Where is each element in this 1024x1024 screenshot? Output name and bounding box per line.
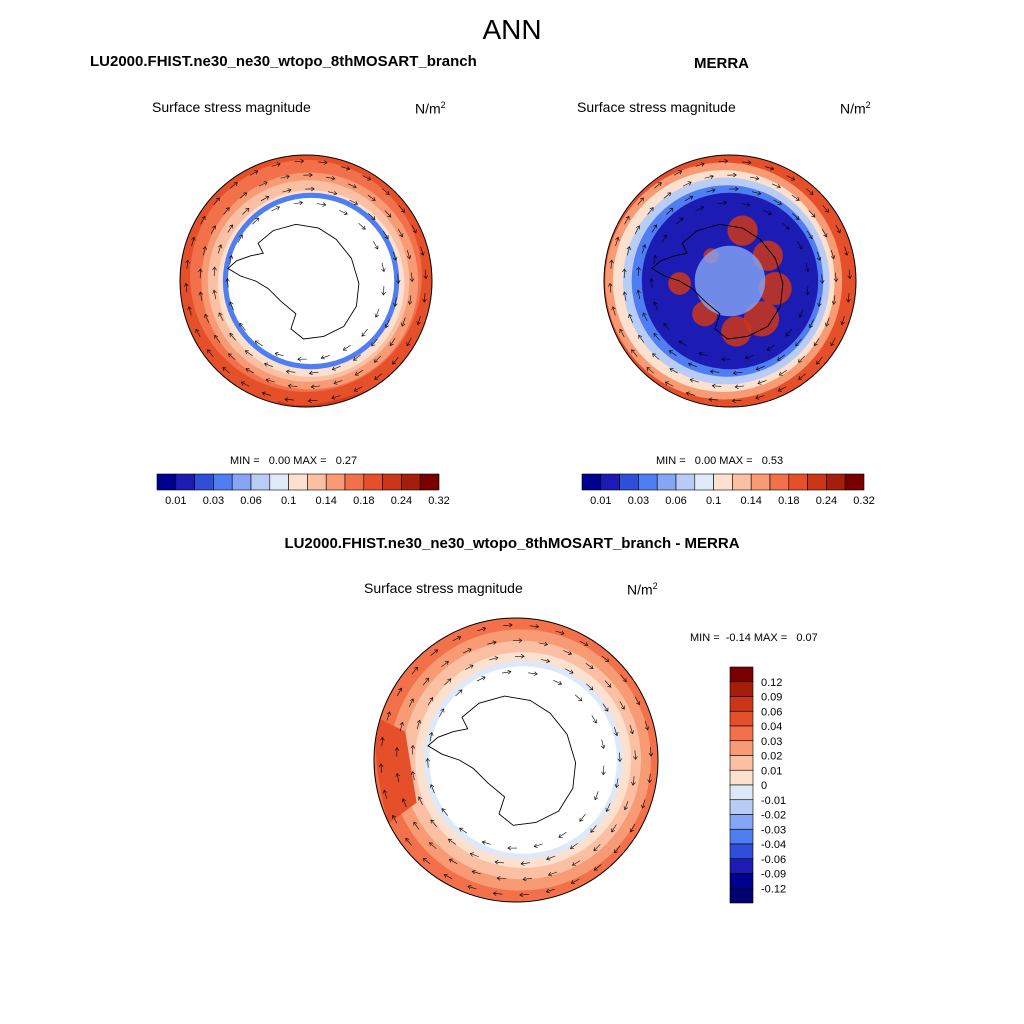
- panel2-minmax: MIN = 0.00 MAX = 0.53: [656, 455, 784, 467]
- colorbar2-swatch: [638, 473, 658, 491]
- colorbar2-swatch: [600, 473, 620, 491]
- panel2-units: N/m2: [840, 100, 871, 117]
- colorbar2-swatch: [694, 473, 714, 491]
- colorbar1-swatch: [307, 473, 327, 491]
- colorbar3-tick-label: 0.03: [761, 736, 782, 748]
- colorbar1-swatch: [401, 473, 421, 491]
- colorbar2-swatch: [844, 473, 865, 491]
- colorbar1-swatch: [382, 473, 402, 491]
- colorbar2-tick-label: 0.1: [706, 495, 721, 507]
- colorbar1-swatch: [269, 473, 289, 491]
- colorbar2-swatch: [750, 473, 771, 491]
- colorbar3-tick-label: -0.12: [761, 883, 786, 895]
- panel1-units: N/m2: [415, 100, 446, 117]
- panel1-minmax: MIN = 0.00 MAX = 0.27: [230, 455, 358, 467]
- colorbar3-tick-label: 0.09: [761, 692, 782, 704]
- colorbar2-tick-label: 0.06: [665, 495, 686, 507]
- colorbar2-swatch: [807, 473, 827, 491]
- panel2-map: [603, 154, 857, 408]
- colorbar3-tick-label: -0.03: [761, 824, 786, 836]
- colorbar1-tick-label: 0.14: [315, 495, 336, 507]
- panel1-variable: Surface stress magnitude: [152, 99, 311, 115]
- colorbar3-swatch: [729, 784, 754, 801]
- panel3-units: N/m2: [627, 581, 658, 598]
- colorbar3-swatch: [729, 814, 754, 830]
- colorbar1-tick-label: 0.24: [391, 495, 412, 507]
- colorbar1-swatch: [175, 473, 195, 491]
- colorbar2-tick-label: 0.03: [628, 495, 649, 507]
- colorbar2-swatch: [619, 473, 639, 491]
- colorbar2-swatch: [788, 473, 808, 491]
- colorbar3-tick-label: -0.06: [761, 854, 786, 866]
- panel1-colorbar: 0.01 0.03 0.06 0.1 0.14 0.18 0.24 0.32: [156, 473, 450, 507]
- colorbar1-tick-label: 0.06: [240, 495, 261, 507]
- colorbar1-swatch: [363, 473, 383, 491]
- panel3-variable: Surface stress magnitude: [364, 580, 523, 596]
- colorbar3-swatch: [729, 710, 754, 727]
- panel3-title: LU2000.FHIST.ne30_ne30_wtopo_8thMOSART_b…: [284, 535, 740, 552]
- colorbar3-tick-label: -0.09: [761, 869, 786, 881]
- colorbar1-swatch: [325, 473, 346, 491]
- colorbar3-swatch: [729, 755, 754, 771]
- colorbar3-tick-label: -0.04: [761, 839, 786, 851]
- colorbar1-swatch: [213, 473, 233, 491]
- colorbar3-tick-label: 0.06: [761, 706, 782, 718]
- colorbar1-swatch: [288, 473, 308, 491]
- colorbar2-swatch: [732, 473, 752, 491]
- colorbar2-swatch: [769, 473, 790, 491]
- colorbar3-swatch: [729, 696, 754, 712]
- panel2-title: MERRA: [694, 55, 749, 72]
- colorbar3-swatch: [729, 666, 754, 683]
- colorbar2-swatch: [713, 473, 733, 491]
- colorbar3-tick-label: 0.02: [761, 751, 782, 763]
- colorbar1-tick-label: 0.32: [428, 495, 449, 507]
- colorbar3-swatch: [729, 740, 754, 756]
- panel1-map: [179, 154, 433, 408]
- colorbar3-swatch: [729, 725, 754, 742]
- colorbar1-swatch: [194, 473, 214, 491]
- colorbar1-tick-label: 0.03: [203, 495, 224, 507]
- panel2-variable: Surface stress magnitude: [577, 99, 736, 115]
- colorbar1-tick-label: 0.01: [165, 495, 186, 507]
- colorbar2-tick-label: 0.32: [853, 495, 874, 507]
- colorbar2-swatch: [581, 473, 602, 491]
- colorbar2-tick-label: 0.24: [816, 495, 837, 507]
- panel3-colorbar: 0.12 0.09 0.06 0.04 0.03 0.02 0.01 0 -0.01 -0.02 -…: [729, 666, 786, 904]
- colorbar1-swatch: [250, 473, 271, 491]
- colorbar2-tick-label: 0.18: [778, 495, 799, 507]
- colorbar1-tick-label: 0.18: [353, 495, 374, 507]
- panel1-title: LU2000.FHIST.ne30_ne30_wtopo_8thMOSART_b…: [90, 53, 477, 70]
- panel3-minmax: MIN = -0.14 MAX = 0.07: [690, 632, 818, 644]
- colorbar3-tick-label: 0.01: [761, 765, 782, 777]
- colorbar3-swatch: [729, 769, 754, 786]
- colorbar2-swatch: [675, 473, 696, 491]
- colorbar2-swatch: [656, 473, 677, 491]
- colorbar1-swatch: [231, 473, 252, 491]
- colorbar3-swatch: [729, 858, 754, 874]
- colorbar3-tick-label: -0.02: [761, 810, 786, 822]
- colorbar2-tick-label: 0.14: [740, 495, 761, 507]
- colorbar3-swatch: [729, 887, 754, 904]
- colorbar2-swatch: [826, 473, 846, 491]
- colorbar1-tick-label: 0.1: [281, 495, 296, 507]
- season-title: ANN: [482, 14, 542, 45]
- colorbar3-tick-label: 0: [761, 780, 767, 792]
- colorbar1-swatch: [344, 473, 365, 491]
- colorbar1-swatch: [419, 473, 440, 491]
- panel2-colorbar: 0.01 0.03 0.06 0.1 0.14 0.18 0.24 0.32: [581, 473, 875, 507]
- colorbar3-tick-label: 0.12: [761, 677, 782, 689]
- panel3-map: [373, 617, 659, 903]
- colorbar3-tick-label: 0.04: [761, 721, 782, 733]
- colorbar3-swatch: [729, 873, 754, 889]
- colorbar3-tick-label: -0.01: [761, 795, 786, 807]
- colorbar1-swatch: [156, 473, 177, 491]
- colorbar3-swatch: [729, 681, 754, 697]
- colorbar2-tick-label: 0.01: [590, 495, 611, 507]
- colorbar3-swatch: [729, 828, 754, 845]
- colorbar3-swatch: [729, 843, 754, 860]
- colorbar3-swatch: [729, 799, 754, 815]
